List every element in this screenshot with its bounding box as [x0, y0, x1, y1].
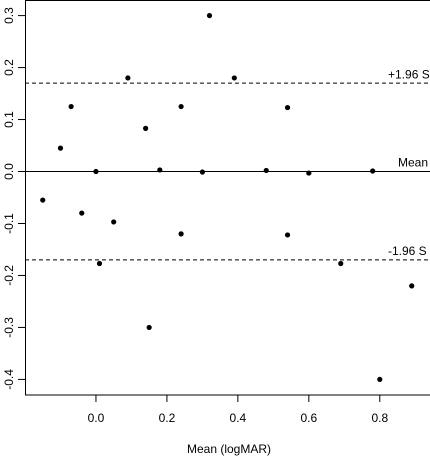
point	[306, 170, 312, 176]
y-tick-label: 0.2	[2, 59, 16, 76]
x-tick-label: 0.2	[159, 411, 176, 425]
y-tick-label: 0.0	[2, 163, 16, 180]
point	[157, 167, 163, 173]
point	[206, 12, 213, 19]
reference-label: Mean	[398, 156, 428, 170]
point	[338, 260, 344, 267]
point	[178, 103, 184, 110]
x-axis-title: Mean (logMAR)	[187, 442, 271, 456]
point	[231, 75, 237, 81]
point	[146, 324, 152, 331]
x-tick-label: 0.4	[230, 411, 247, 425]
x-tick-label: 0.6	[300, 411, 317, 425]
point	[284, 104, 291, 111]
point	[178, 231, 184, 237]
y-tick-label: -0.4	[2, 369, 16, 390]
point	[199, 169, 205, 175]
point	[111, 219, 117, 225]
y-tick-label: -0.1	[2, 213, 16, 234]
point	[93, 168, 99, 175]
point	[284, 232, 291, 238]
x-tick-label: 0.0	[88, 411, 105, 425]
point	[57, 145, 64, 151]
point	[68, 103, 74, 110]
x-tick-label: 0.8	[371, 411, 388, 425]
y-tick-label: -0.2	[2, 265, 16, 286]
y-tick-label: -0.3	[2, 317, 16, 338]
point	[79, 210, 85, 216]
y-tick-label: 0.3	[2, 7, 16, 24]
y-tick-label: 0.1	[2, 111, 16, 128]
point	[409, 283, 415, 289]
point	[40, 197, 46, 203]
plot-frame	[25, 0, 430, 396]
point	[377, 376, 383, 383]
reference-label: -1.96 S	[388, 244, 427, 258]
point	[96, 260, 103, 267]
point	[143, 125, 149, 131]
point	[370, 168, 376, 174]
point	[125, 75, 131, 81]
reference-label: +1.96 S	[388, 67, 430, 81]
point	[263, 167, 269, 174]
